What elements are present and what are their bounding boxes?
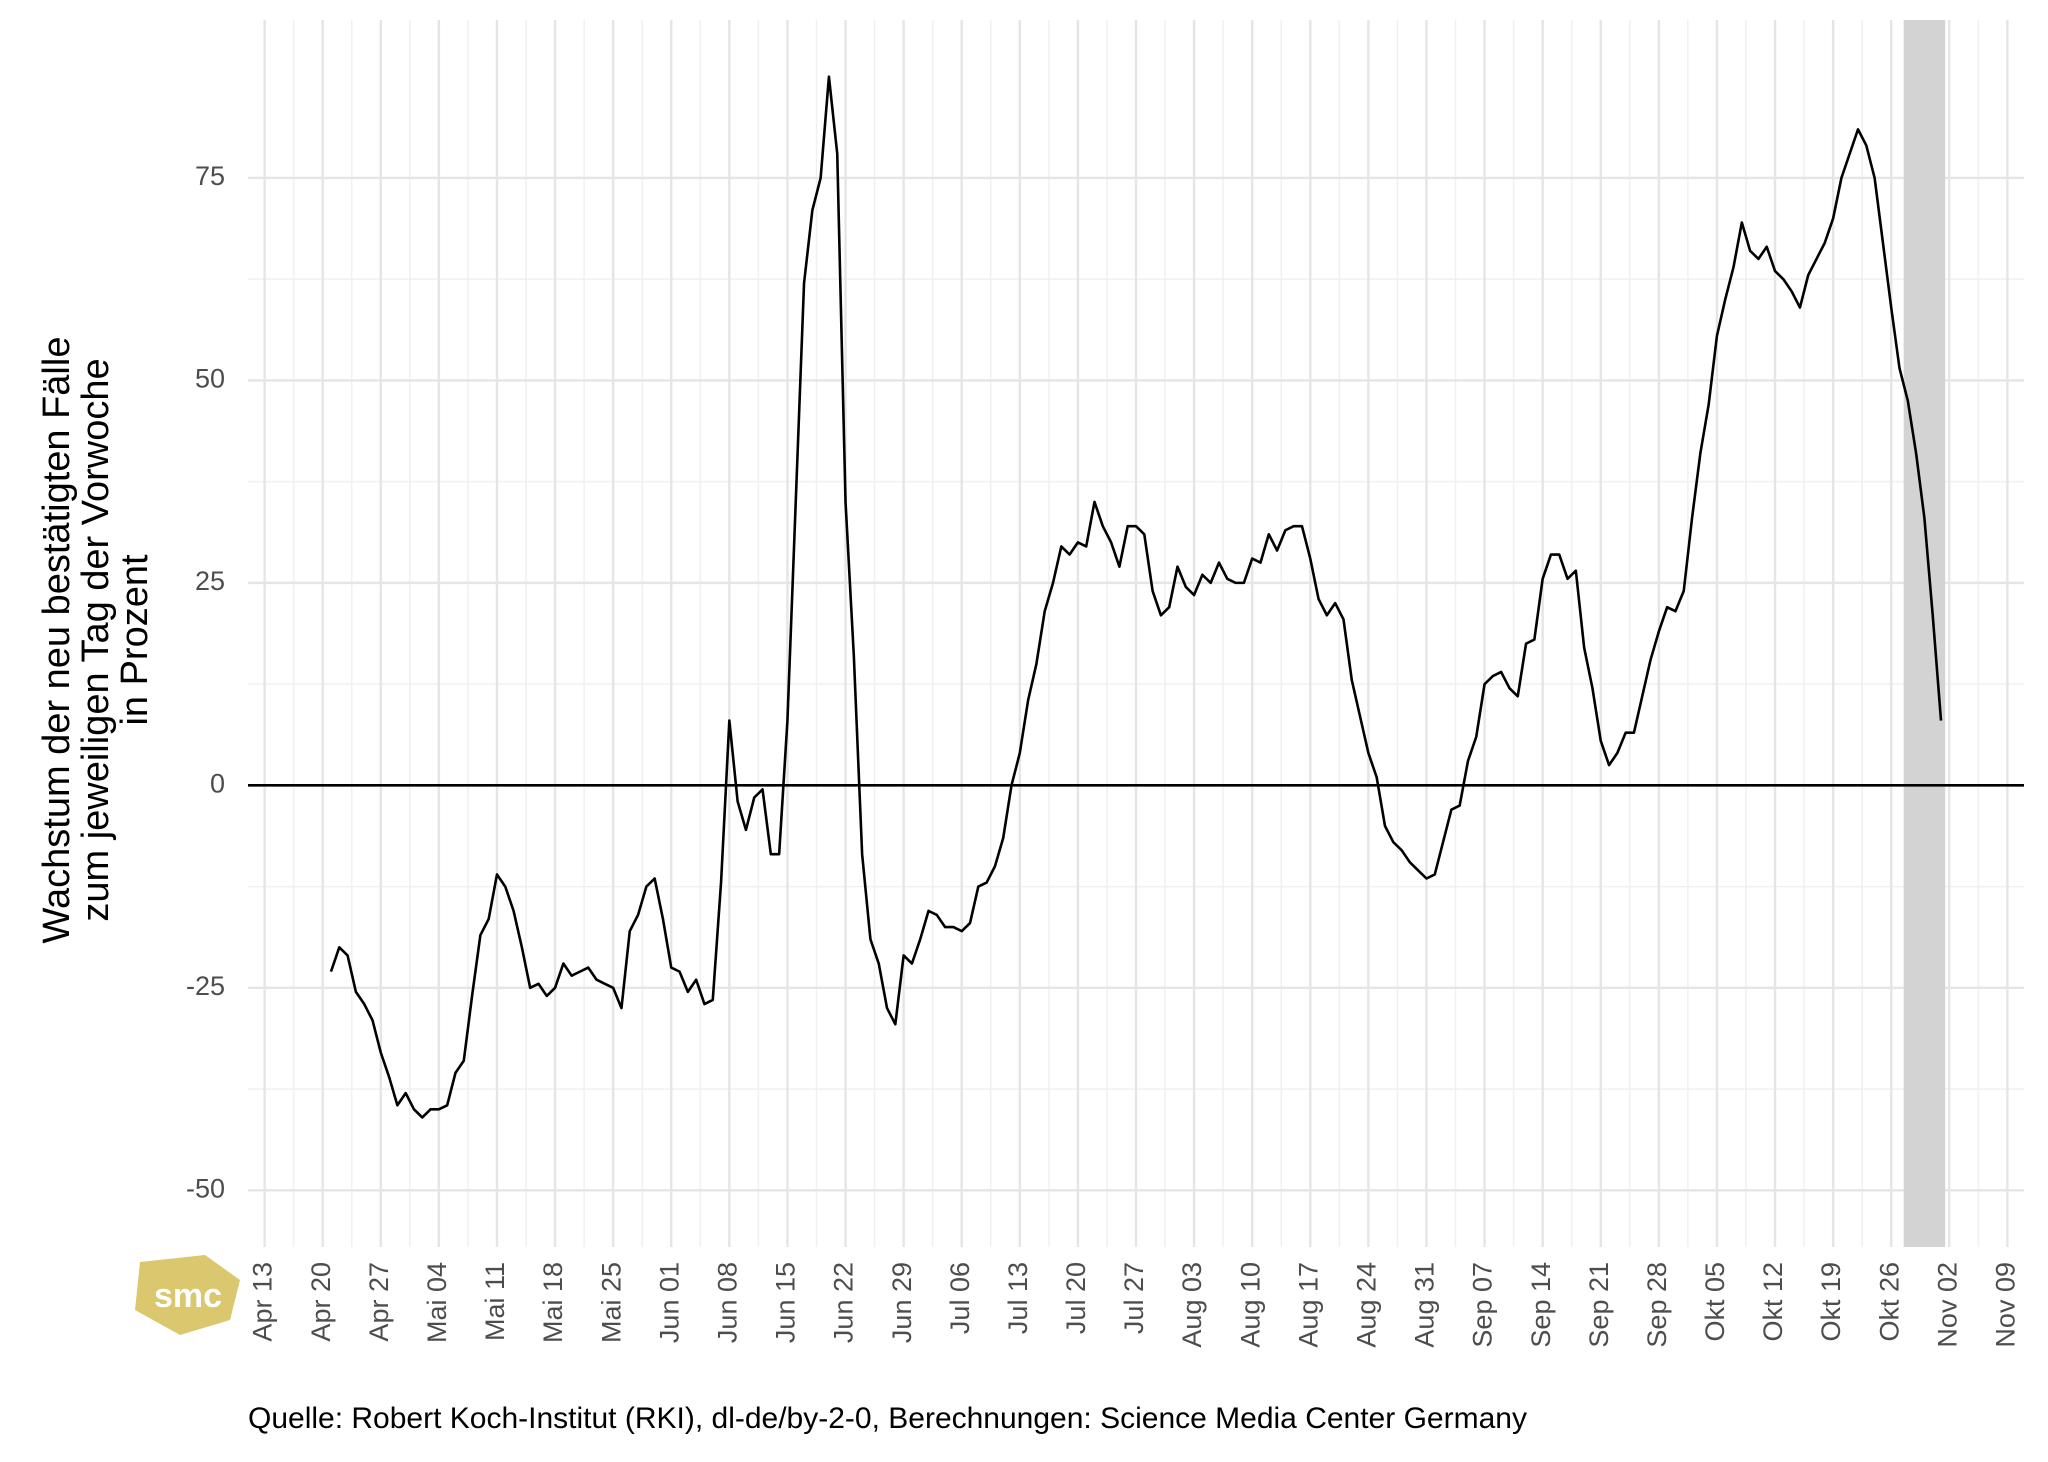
x-tick: Okt 05 — [1700, 1262, 1730, 1342]
y-tick-label: 0 — [210, 768, 225, 798]
x-tick-label: Okt 26 — [1874, 1262, 1904, 1342]
x-tick: Apr 20 — [306, 1262, 336, 1342]
y-axis-title: zum jeweiligen Tag der Vorwoche — [75, 358, 117, 921]
x-tick: Apr 27 — [364, 1262, 394, 1342]
x-tick-label: Jun 01 — [654, 1262, 684, 1343]
x-tick: Jun 15 — [771, 1262, 801, 1343]
x-tick: Aug 31 — [1410, 1262, 1440, 1348]
y-tick-label: -50 — [186, 1173, 225, 1203]
x-tick: Nov 09 — [1991, 1262, 2021, 1348]
x-tick: Sep 14 — [1526, 1262, 1556, 1348]
x-tick: Jun 01 — [654, 1262, 684, 1343]
x-tick-label: Jul 20 — [1061, 1262, 1091, 1334]
x-tick-label: Nov 09 — [1991, 1262, 2021, 1348]
x-tick: Nov 02 — [1932, 1262, 1962, 1348]
logo-shape — [135, 1255, 240, 1335]
x-tick: Apr 13 — [248, 1262, 278, 1342]
logo: smc — [135, 1255, 240, 1335]
x-tick: Okt 26 — [1874, 1262, 1904, 1342]
x-tick: Sep 21 — [1584, 1262, 1614, 1348]
x-tick: Jul 20 — [1061, 1262, 1091, 1334]
y-axis-title-line: Wachstum der neu bestätigten Fälle — [36, 337, 78, 944]
x-tick: Mai 25 — [596, 1262, 626, 1343]
x-tick-label: Jun 08 — [712, 1262, 742, 1343]
x-tick: Mai 18 — [538, 1262, 568, 1343]
x-tick-label: Jun 15 — [771, 1262, 801, 1343]
x-tick-label: Jul 27 — [1119, 1262, 1149, 1334]
x-tick-label: Apr 27 — [364, 1262, 394, 1342]
x-tick-label: Nov 02 — [1932, 1262, 1962, 1348]
y-axis-title: Wachstum der neu bestätigten Fälle — [36, 337, 78, 944]
x-tick-label: Aug 24 — [1351, 1262, 1381, 1348]
y-tick-label: 75 — [195, 161, 225, 191]
x-tick-label: Mai 25 — [596, 1262, 626, 1343]
x-tick-label: Aug 10 — [1235, 1262, 1265, 1348]
x-tick: Aug 10 — [1235, 1262, 1265, 1348]
x-tick: Aug 03 — [1177, 1262, 1207, 1348]
x-tick-label: Mai 18 — [538, 1262, 568, 1343]
x-tick: Jul 13 — [1003, 1262, 1033, 1334]
data-line — [329, 75, 1943, 1119]
y-axis-title: in Prozent — [114, 554, 156, 726]
x-tick: Aug 24 — [1351, 1262, 1381, 1348]
x-tick: Sep 07 — [1468, 1262, 1498, 1348]
y-axis-title-line: zum jeweiligen Tag der Vorwoche — [75, 358, 117, 921]
y-tick-label: -25 — [186, 971, 225, 1001]
x-tick: Sep 28 — [1642, 1262, 1672, 1348]
x-tick-label: Apr 13 — [248, 1262, 278, 1342]
x-tick: Okt 19 — [1816, 1262, 1846, 1342]
x-tick: Mai 04 — [422, 1262, 452, 1343]
x-tick-label: Aug 31 — [1410, 1262, 1440, 1348]
x-tick: Jul 06 — [945, 1262, 975, 1334]
x-tick: Jul 27 — [1119, 1262, 1149, 1334]
x-tick-label: Okt 12 — [1758, 1262, 1788, 1342]
y-tick-label: 25 — [195, 566, 225, 596]
x-tick-label: Okt 19 — [1816, 1262, 1846, 1342]
x-tick-label: Sep 14 — [1526, 1262, 1556, 1348]
x-tick: Jun 29 — [887, 1262, 917, 1343]
x-tick-label: Apr 20 — [306, 1262, 336, 1342]
x-tick-label: Aug 03 — [1177, 1262, 1207, 1348]
x-tick-label: Okt 05 — [1700, 1262, 1730, 1342]
y-tick-label: 50 — [195, 364, 225, 394]
y-axis-title-line: in Prozent — [114, 554, 156, 726]
x-tick: Okt 12 — [1758, 1262, 1788, 1342]
logo-text: smc — [154, 1277, 222, 1315]
caption: Quelle: Robert Koch-Institut (RKI), dl-d… — [248, 1402, 1527, 1435]
x-tick-label: Jul 06 — [945, 1262, 975, 1334]
x-tick-label: Sep 07 — [1468, 1262, 1498, 1348]
x-tick: Jun 22 — [829, 1262, 859, 1343]
x-tick: Mai 11 — [480, 1262, 510, 1341]
x-tick: Aug 17 — [1293, 1262, 1323, 1348]
x-tick-label: Mai 04 — [422, 1262, 452, 1343]
x-tick-label: Jun 29 — [887, 1262, 917, 1343]
x-tick-label: Sep 21 — [1584, 1262, 1614, 1348]
x-tick-label: Mai 11 — [480, 1262, 510, 1341]
x-tick-label: Aug 17 — [1293, 1262, 1323, 1348]
x-tick-label: Jul 13 — [1003, 1262, 1033, 1334]
x-tick: Jun 08 — [712, 1262, 742, 1343]
x-tick-label: Jun 22 — [829, 1262, 859, 1343]
shaded-region — [1903, 20, 1946, 1247]
x-tick-label: Sep 28 — [1642, 1262, 1672, 1348]
